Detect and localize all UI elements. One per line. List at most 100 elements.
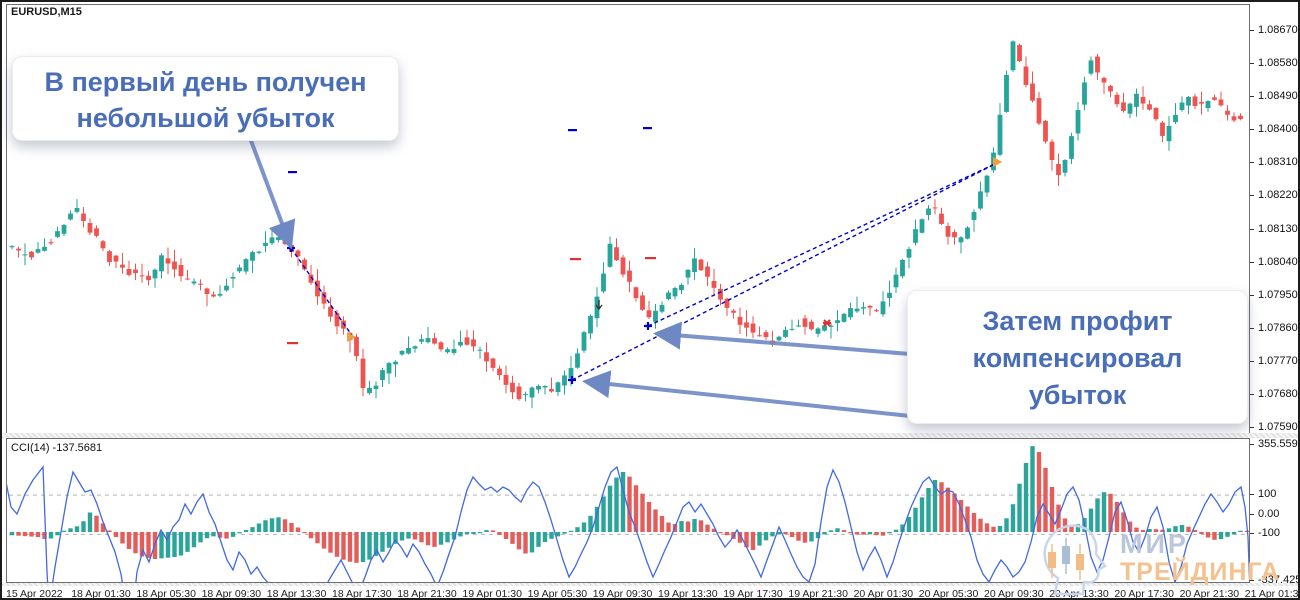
cci-bar	[484, 530, 489, 532]
price-axis-tick	[1250, 162, 1254, 164]
cci-bar	[705, 524, 710, 532]
annotation-profit-compensated[interactable]: Затем профит компенсировал убыток	[907, 290, 1248, 424]
candle	[42, 246, 47, 251]
candle	[386, 363, 392, 374]
candle	[724, 298, 730, 308]
cci-bar	[802, 532, 808, 543]
cci-bar	[35, 532, 41, 537]
candle	[978, 191, 983, 209]
cci-bar	[159, 532, 164, 559]
candle	[464, 337, 470, 345]
cci-bar	[523, 532, 528, 554]
candle	[529, 387, 535, 398]
cci-bar	[588, 515, 593, 532]
time-axis-label: 20 Apr 17:30	[1114, 588, 1174, 600]
cci-axis-label: -100	[1258, 527, 1281, 540]
candle	[133, 269, 138, 274]
candle	[302, 259, 307, 270]
candle	[380, 370, 385, 381]
cci-bar	[425, 532, 431, 546]
cci-bar	[354, 532, 359, 563]
cci-bar	[1127, 521, 1133, 532]
candle	[321, 292, 327, 304]
candle	[1023, 66, 1029, 85]
cci-bar	[503, 532, 509, 539]
candle	[87, 223, 93, 233]
cci-bar	[1114, 502, 1120, 532]
price-axis-label: 1.08130	[1258, 222, 1298, 235]
cci-bar	[237, 532, 242, 534]
cci-bar	[269, 518, 275, 532]
candle	[679, 284, 684, 291]
cci-bar	[1108, 493, 1113, 532]
cci-bar	[308, 532, 314, 539]
candle	[932, 207, 938, 209]
candle	[1114, 94, 1120, 105]
candle	[185, 278, 190, 280]
price-axis-label: 1.08490	[1258, 90, 1298, 103]
price-axis-tick	[1250, 228, 1254, 230]
candle	[1218, 99, 1224, 106]
annotation-line: небольшой убыток	[76, 103, 335, 133]
candle	[198, 283, 203, 285]
cci-bar	[490, 530, 496, 532]
cci-indicator-panel[interactable]	[6, 438, 1250, 583]
candle	[61, 225, 67, 234]
candle	[555, 382, 561, 393]
cci-bar	[315, 532, 320, 544]
candle	[308, 274, 314, 283]
cci-bar	[529, 532, 535, 553]
annotation-first-day-loss[interactable]: В первый день получен небольшой убыток	[12, 56, 399, 141]
cci-axis-tick	[1250, 513, 1254, 515]
time-axis-label: 18 Apr 13:30	[266, 588, 327, 600]
time-axis-label: 19 Apr 09:30	[592, 588, 653, 600]
cci-bar	[464, 532, 470, 534]
cci-bar	[198, 532, 203, 543]
candle	[1069, 136, 1074, 159]
watermark-brand-line2: ТРЕЙДИНГА	[1120, 558, 1281, 586]
price-axis-tick	[1250, 261, 1254, 263]
candle	[822, 325, 827, 331]
cci-bar	[919, 497, 925, 532]
cci-bar	[770, 532, 775, 537]
candle	[438, 342, 444, 350]
cci-bar	[913, 507, 918, 532]
panel-splitter[interactable]	[2, 433, 1298, 438]
candle	[1101, 77, 1107, 83]
cci-bar	[1218, 532, 1224, 539]
time-axis-label: 20 Apr 05:30	[918, 588, 979, 600]
candle	[698, 259, 704, 271]
cci-bar	[737, 532, 743, 543]
candle	[880, 301, 886, 315]
cci-bar	[594, 506, 600, 532]
cci-axis-tick	[1250, 494, 1254, 496]
indicator-label: CCI(14) -137.5681	[11, 442, 103, 454]
candle	[633, 287, 639, 299]
candle	[549, 388, 554, 392]
cci-bar	[87, 512, 93, 532]
cci-indicator-canvas[interactable]	[7, 439, 1249, 582]
cci-bar	[887, 532, 892, 534]
cci-bar	[750, 532, 756, 550]
cci-bar	[406, 532, 411, 539]
cci-bar	[965, 506, 970, 532]
watermark-logo-head-icon	[1043, 524, 1107, 596]
candle	[952, 232, 957, 238]
candle	[666, 292, 671, 300]
cci-bar	[380, 532, 385, 552]
cci-bar	[497, 532, 502, 535]
candle	[497, 368, 502, 376]
candle	[1017, 45, 1022, 62]
cci-bar	[575, 527, 580, 532]
candle	[263, 242, 268, 247]
cci-bar	[835, 528, 840, 532]
candle	[1056, 163, 1061, 176]
cci-bar	[620, 472, 626, 532]
cci-bar	[185, 532, 190, 552]
candle	[445, 349, 450, 353]
candle	[737, 316, 743, 325]
candle	[146, 275, 151, 281]
cci-bar	[698, 520, 704, 532]
timeaxis-splitter[interactable]	[2, 583, 1298, 586]
cci-bar	[1017, 483, 1022, 532]
